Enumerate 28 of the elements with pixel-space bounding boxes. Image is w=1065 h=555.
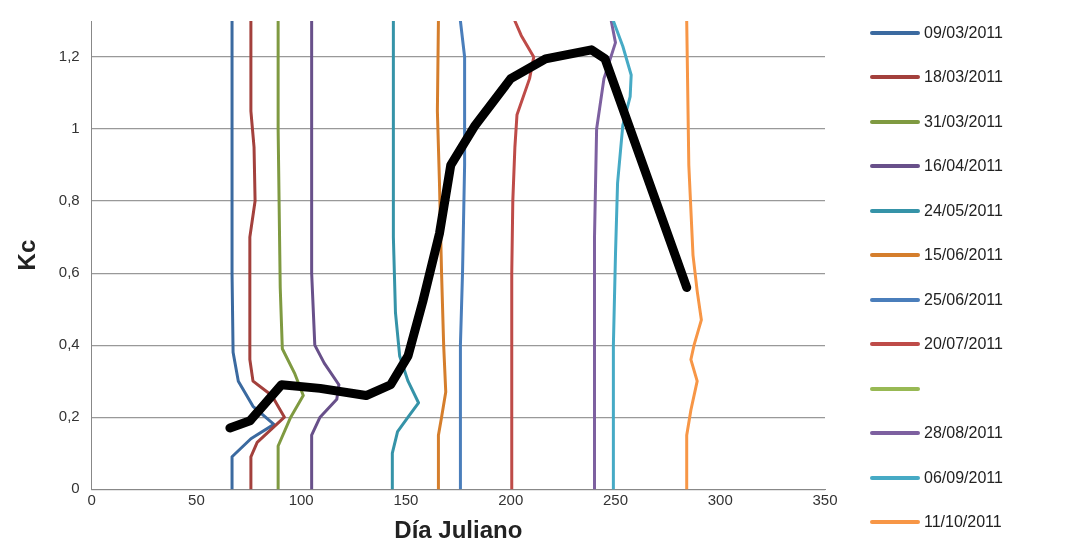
x-tick-label: 0 <box>87 491 96 509</box>
legend-label: 24/05/2011 <box>924 201 1003 220</box>
x-tick-label: 50 <box>188 491 205 509</box>
legend-label: 25/06/2011 <box>924 290 1003 309</box>
legend-label: 20/07/2011 <box>924 335 1003 354</box>
y-tick-label: 1,2 <box>58 47 80 65</box>
legend-label: 06/09/2011 <box>924 468 1003 487</box>
y-tick-label: 0,6 <box>58 263 80 281</box>
x-tick-label: 100 <box>288 491 314 509</box>
y-tick-label: 0,4 <box>58 335 80 353</box>
legend-label: 15/06/2011 <box>924 246 1003 265</box>
legend-label: 28/08/2011 <box>924 424 1003 443</box>
legend-label: 09/03/2011 <box>924 23 1003 42</box>
x-tick-label: 350 <box>812 491 838 509</box>
legend-label: 31/03/2011 <box>924 112 1003 131</box>
x-tick-label: 300 <box>707 491 733 509</box>
y-tick-label: 0 <box>71 479 80 497</box>
legend-label: 11/10/2011 <box>924 513 1002 532</box>
x-tick-label: 150 <box>393 491 419 509</box>
y-tick-label: 0,2 <box>58 407 80 425</box>
x-tick-label: 200 <box>498 491 524 509</box>
y-axis-title: Kc <box>13 239 41 271</box>
x-axis-title: Día Juliano <box>394 516 523 544</box>
y-tick-label: 0,8 <box>58 191 80 209</box>
y-tick-label: 1 <box>71 119 80 137</box>
legend-label: 18/03/2011 <box>924 68 1003 87</box>
x-tick-label: 250 <box>602 491 628 509</box>
legend-label: 16/04/2011 <box>924 157 1003 176</box>
